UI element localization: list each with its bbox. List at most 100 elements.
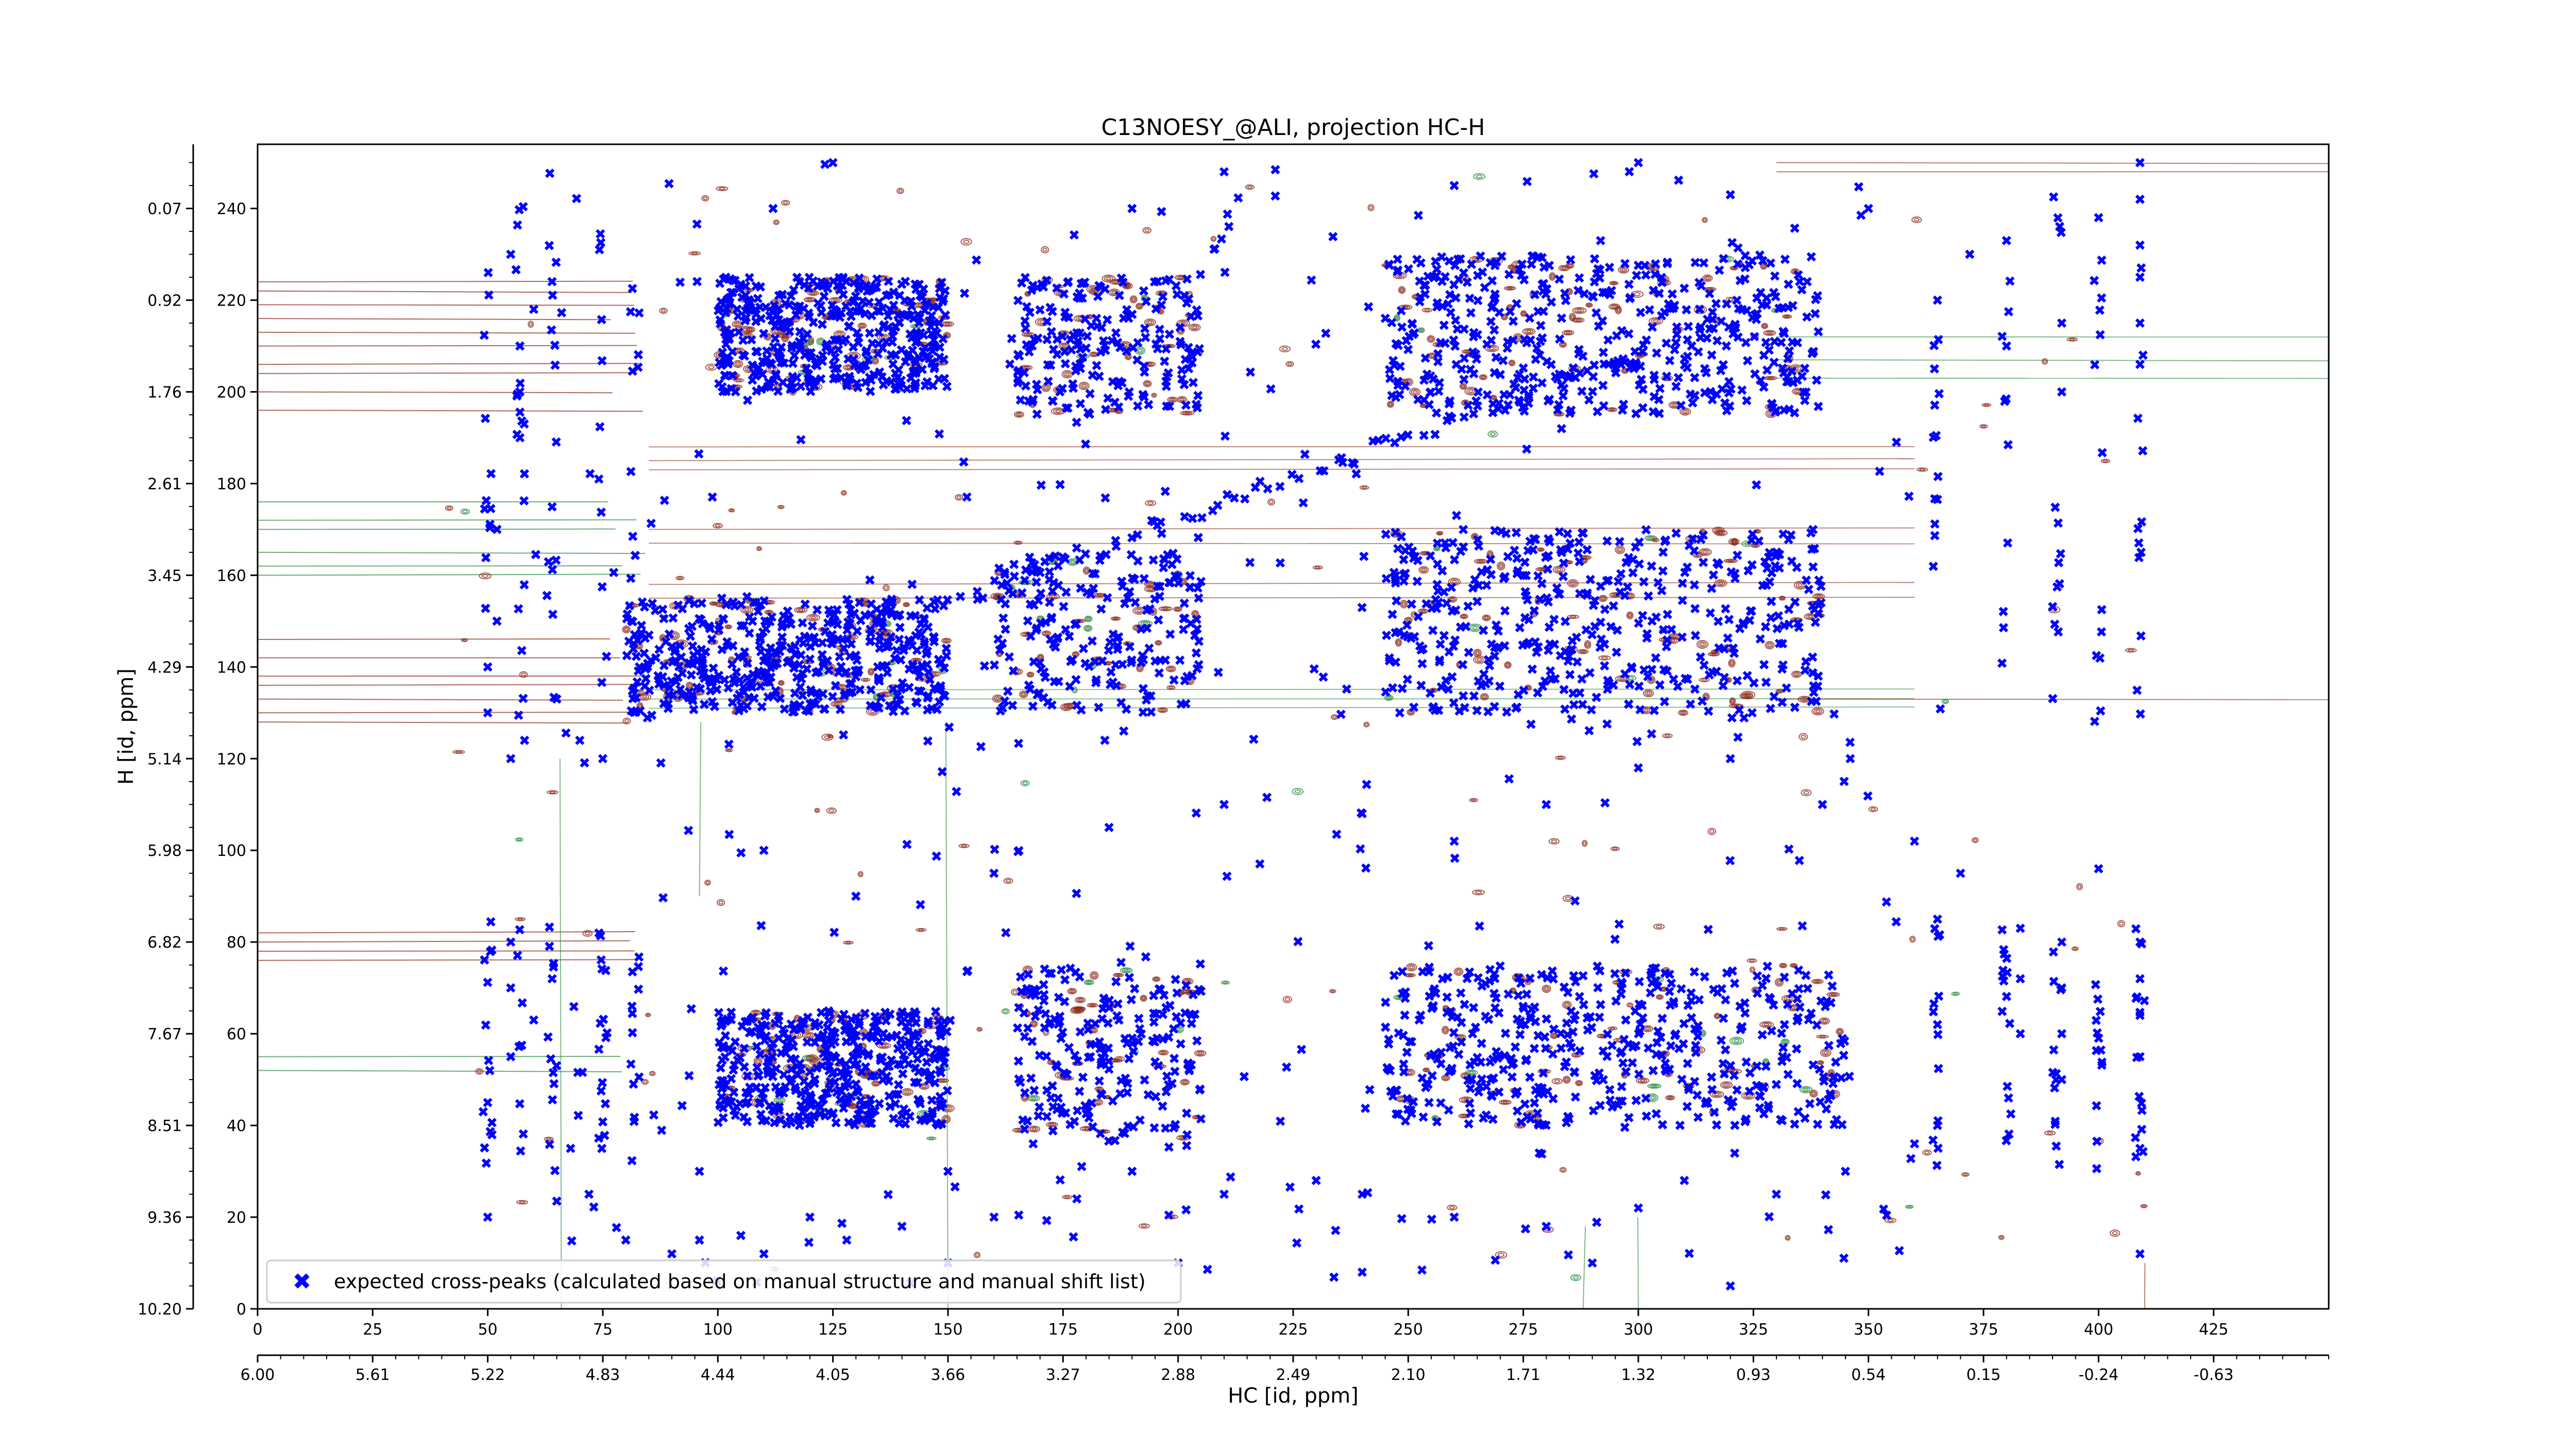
contour-ring: [1156, 641, 1161, 645]
contour-ring: [1785, 315, 1789, 318]
contour-ring: [1743, 692, 1753, 698]
contour-ring: [1072, 1008, 1082, 1013]
contour-ring: [1158, 1050, 1169, 1056]
contour-ring: [1498, 563, 1504, 569]
contour-ring: [775, 1098, 784, 1103]
contour-ring: [1790, 268, 1800, 275]
contour-ring: [1692, 551, 1703, 558]
contour-ring: [1078, 381, 1090, 391]
contour-ring: [1791, 365, 1801, 372]
contour-ring: [1112, 972, 1124, 978]
contour-ring: [1085, 980, 1093, 985]
contour-ring: [1562, 266, 1567, 269]
contour-ring: [1412, 390, 1417, 394]
contour-ring: [834, 702, 839, 705]
contour-ring: [1476, 651, 1480, 655]
contour-ring: [1526, 330, 1532, 333]
contour-ring: [1504, 285, 1516, 291]
contour-ring: [1400, 305, 1411, 310]
contour-ring: [1808, 615, 1813, 618]
contour-ring: [1522, 328, 1536, 335]
contour-streak: [1776, 359, 2329, 362]
contour-ring: [1577, 649, 1589, 654]
contour-ring: [1466, 387, 1476, 394]
contour-streak: [649, 458, 1915, 461]
contour-streak: [258, 721, 628, 724]
contour-ring: [624, 628, 629, 631]
contour-ring: [1055, 409, 1061, 413]
contour-ring: [1387, 401, 1393, 407]
contour-ring: [1019, 690, 1028, 698]
contour-ring: [756, 1059, 760, 1064]
contour-ring: [1729, 660, 1735, 666]
contour-ring: [1575, 318, 1581, 322]
contour-ring: [995, 697, 1000, 700]
contour-ring: [1025, 968, 1030, 972]
contour-ring: [1709, 652, 1718, 656]
contour-ring: [1437, 531, 1443, 535]
contour-ring: [1611, 593, 1620, 597]
contour-ring: [1084, 626, 1091, 631]
contour-ring: [773, 1097, 786, 1104]
contour-ring: [1608, 408, 1616, 412]
contour-ring: [1027, 672, 1033, 677]
contour-ring: [1070, 560, 1075, 564]
contour-ring: [942, 322, 952, 326]
contour-ring: [1044, 386, 1048, 390]
contour-ring: [841, 650, 846, 654]
contour-ring: [1780, 963, 1786, 968]
contour-ring: [642, 695, 648, 699]
contour-ring: [1122, 968, 1131, 973]
contour-ring: [1564, 330, 1573, 335]
contour-ring: [1044, 632, 1048, 635]
contour-ring: [733, 360, 743, 368]
contour-ring: [872, 1081, 879, 1086]
contour-ring: [1123, 283, 1131, 289]
contour-ring: [1387, 696, 1391, 699]
contour-ring: [1539, 568, 1546, 570]
contour-ring: [1782, 314, 1792, 319]
contour-ring: [1766, 642, 1773, 648]
contour-ring: [1182, 411, 1193, 415]
contour-ring: [1646, 692, 1651, 695]
contour-ring: [782, 335, 788, 342]
contour-ring: [1610, 281, 1617, 285]
contour-ring: [725, 625, 732, 629]
contour-ring: [794, 606, 808, 613]
contour-streak: [258, 363, 639, 365]
contour-ring: [1176, 319, 1190, 327]
contour-ring: [1192, 326, 1197, 329]
contour-ring: [1395, 638, 1402, 647]
contour-ring: [1785, 354, 1793, 363]
contour-ring: [1619, 267, 1628, 273]
contour-ring: [1060, 343, 1069, 349]
contour-ring: [1561, 343, 1565, 346]
contour-ring: [832, 701, 841, 706]
contour-ring: [1157, 642, 1160, 644]
contour-streak: [258, 684, 638, 686]
contour-ring: [1482, 614, 1491, 621]
contour-ring: [807, 298, 812, 301]
contour-ring: [806, 1034, 811, 1037]
contour-ring: [1477, 658, 1482, 662]
contour-ring: [1712, 526, 1725, 534]
contour-ring: [747, 327, 754, 332]
contour-ring: [1193, 612, 1197, 616]
contour-ring: [819, 340, 823, 343]
contour-ring: [941, 637, 952, 644]
contour-ring: [1026, 671, 1035, 678]
contour-ring: [917, 304, 923, 307]
contour-ring: [711, 602, 716, 605]
contour-ring: [1672, 403, 1677, 407]
contour-ring: [944, 323, 950, 326]
contour-ring: [1152, 976, 1161, 982]
contour-ring: [1438, 532, 1442, 535]
contour-ring: [1112, 617, 1120, 620]
contour-ring: [1714, 528, 1723, 533]
contour-ring: [1609, 408, 1615, 411]
contour-ring: [1138, 305, 1141, 308]
contour-ring: [1086, 627, 1090, 630]
contour-ring: [1046, 1122, 1058, 1127]
contour-ring: [1398, 286, 1406, 294]
contour-ring: [1483, 615, 1490, 620]
